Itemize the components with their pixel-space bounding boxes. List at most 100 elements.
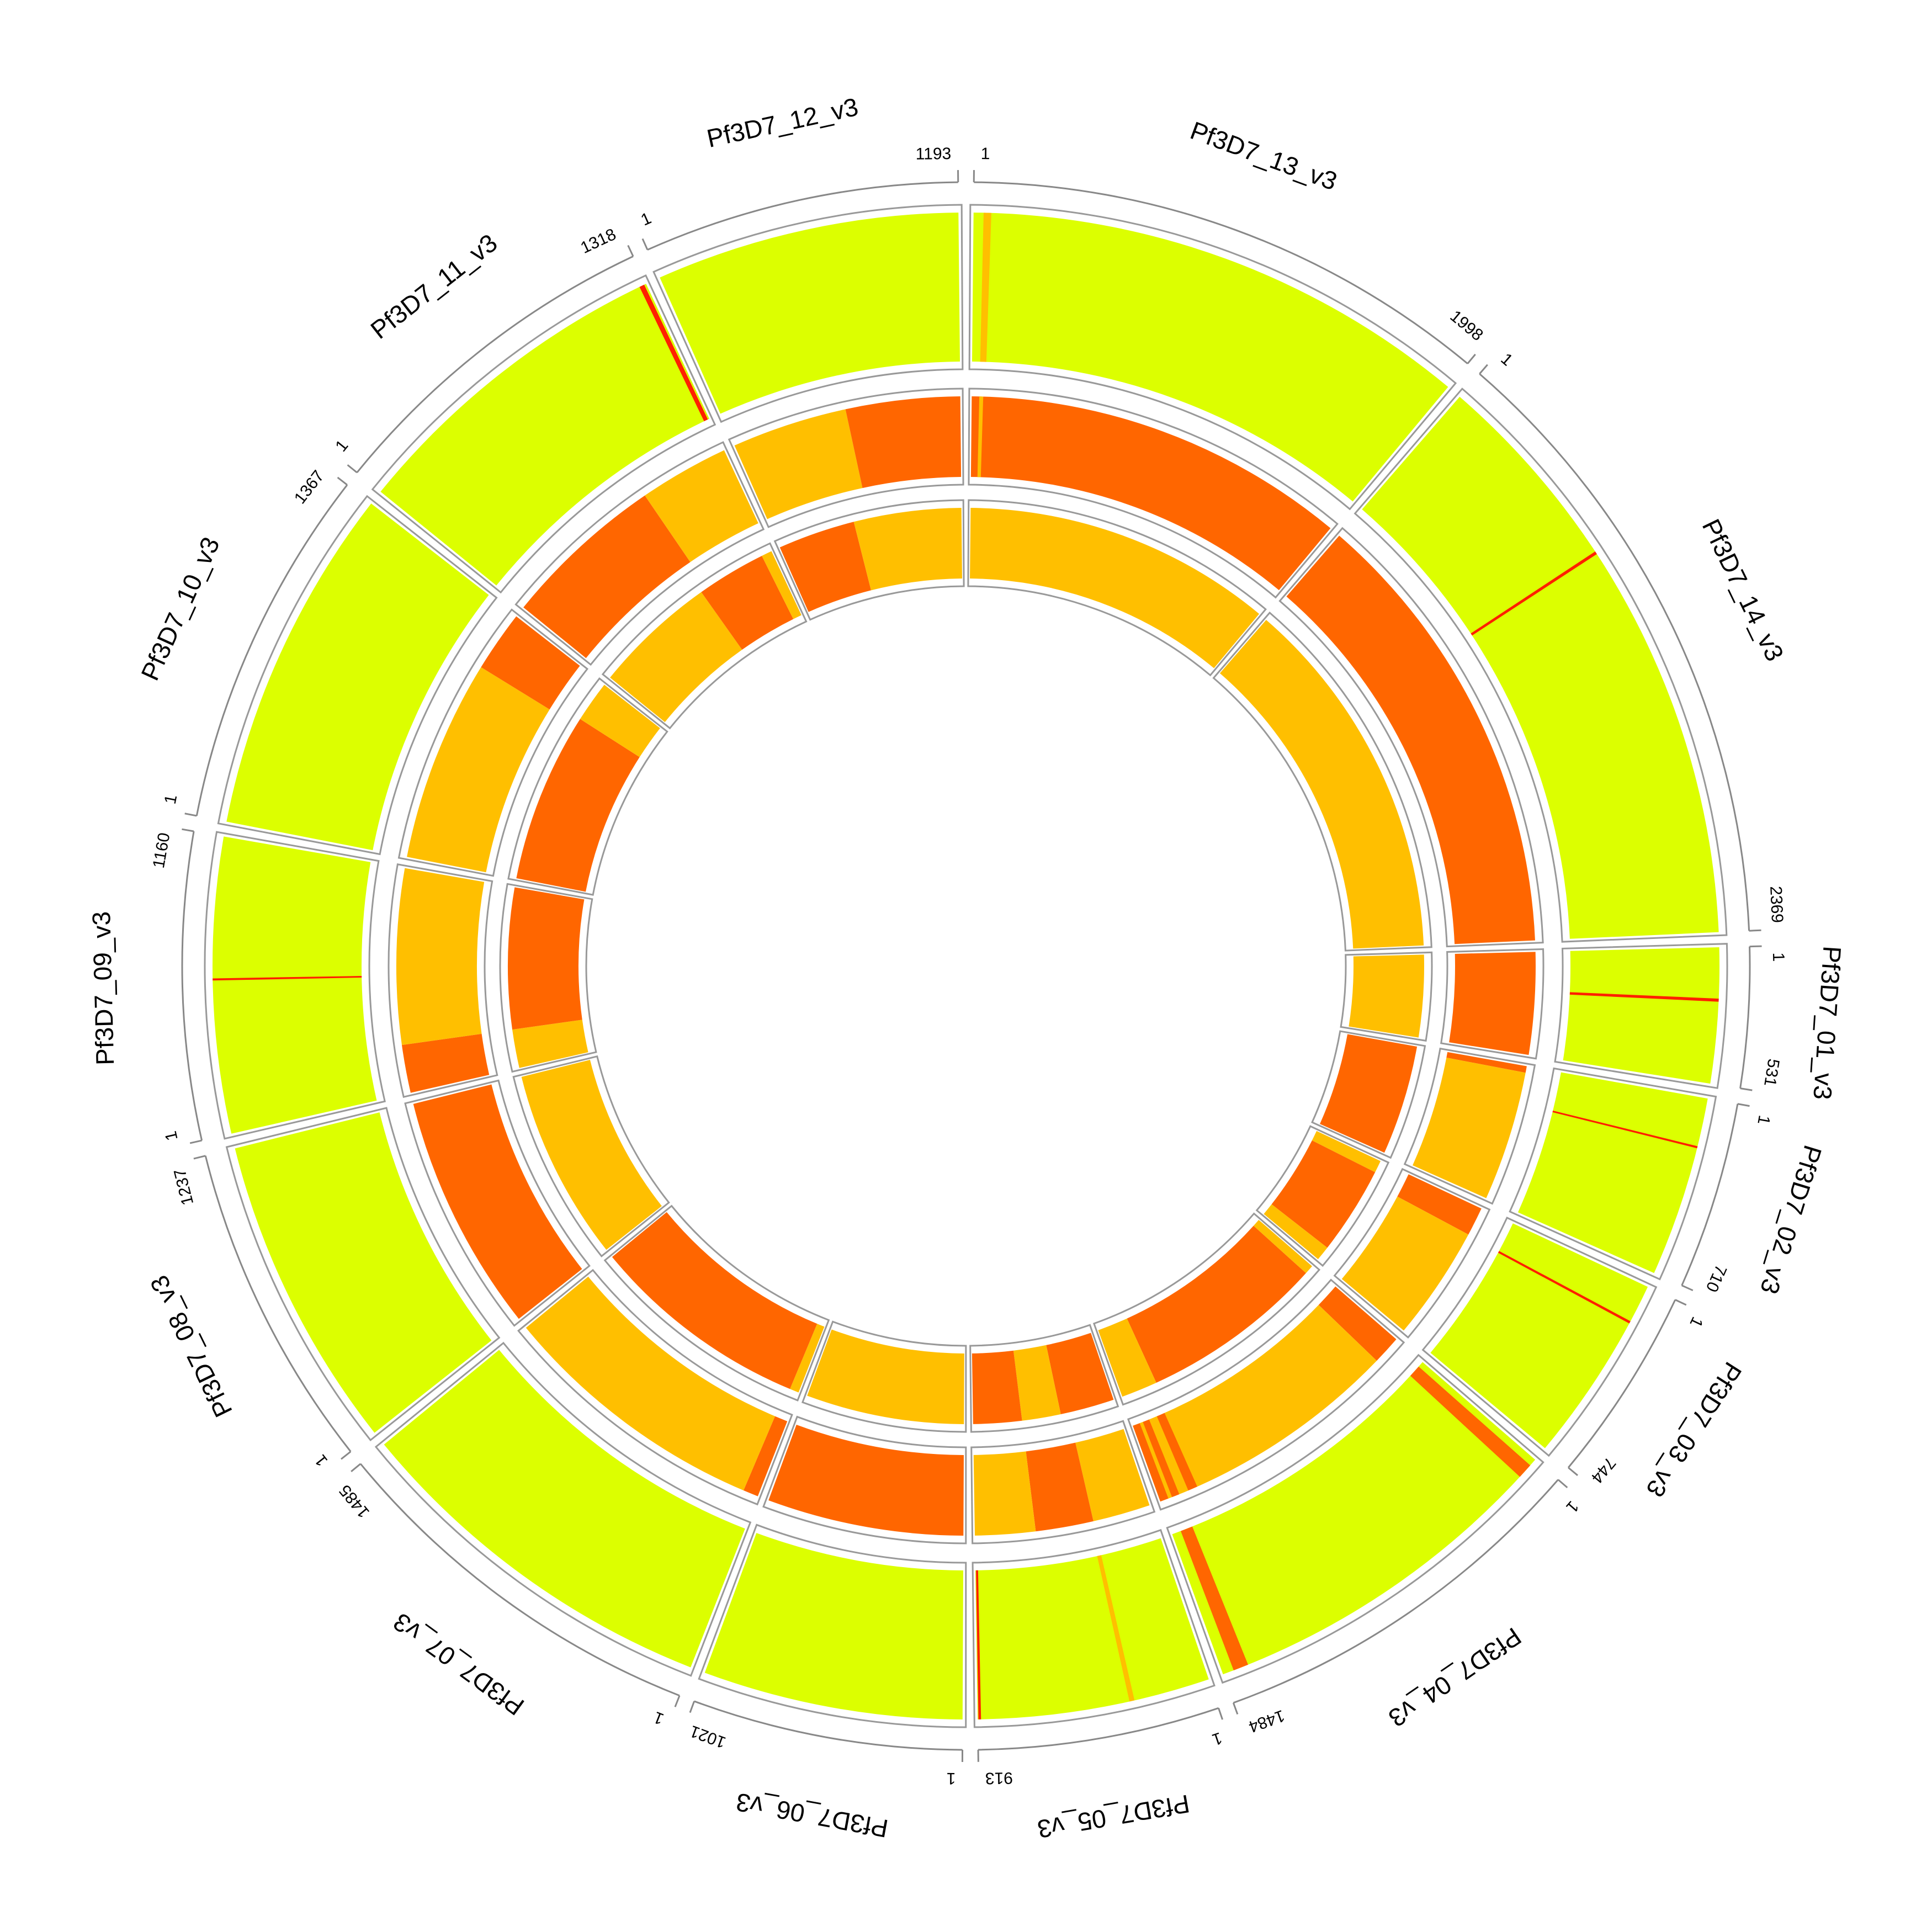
chromosome-name: Pf3D7_05_v3 [1036,1789,1192,1844]
tick-label: 1 [332,437,352,455]
axis-tick [1749,929,1761,932]
track-block [704,1533,964,1719]
track-block [972,213,1448,502]
track-block [975,1538,1209,1719]
track-block [1180,1526,1249,1670]
track-block [970,508,1260,668]
chromosome-name: Pf3D7_04_v3 [1383,1622,1526,1733]
track-block [980,213,991,362]
track-block [734,409,863,519]
track-block [1286,535,1535,944]
track-block [1449,952,1536,1055]
track-block [645,450,758,562]
chromosome-name: Pf3D7_11_v3 [365,228,503,344]
tick-label: 1193 [916,145,952,163]
tick-label: 1 [1497,350,1516,370]
tick-label: 1160 [150,831,174,869]
track-block [977,396,984,477]
axis-tick [347,464,358,474]
chromosome-name: Pf3D7_06_v3 [734,1787,890,1843]
track-block [1156,1413,1197,1491]
track-block [508,887,585,1030]
axis-arc [1739,946,1751,1089]
track-block [401,1033,490,1093]
tick-label: 1 [651,1708,666,1728]
track-block [1410,1366,1531,1477]
track-block [481,616,580,710]
tick-label: 710 [1702,1262,1731,1294]
chromosome-name: Pf3D7_10_v3 [135,533,225,684]
tick-label: 2369 [1766,885,1786,923]
tick-label: 1 [981,145,990,163]
tick-label: 1367 [291,467,328,507]
track-block [1569,992,1719,1002]
axis-arc [1233,1479,1559,1704]
track-block [610,592,742,723]
tick-label: 1 [1769,952,1787,962]
axis-tick [1479,364,1488,375]
tick-label: 744 [1588,1453,1619,1487]
tick-label: 1484 [1246,1706,1287,1736]
track-block [413,1084,582,1319]
axis-tick [627,245,634,257]
tick-label: 1 [161,793,181,806]
tick-label: 1237 [171,1167,197,1207]
axis-tick [337,476,348,486]
chromosome-name: Pf3D7_09_v3 [87,911,119,1065]
axis-tick [351,1463,362,1472]
axis-arc [974,181,1468,364]
track-block [768,1425,964,1536]
track-block [976,1570,981,1719]
track-block [1349,954,1424,1038]
track-block [1264,1204,1328,1260]
track-block [1446,1052,1527,1073]
track-block [1517,1072,1708,1273]
track-block [612,1212,818,1389]
track-block [660,213,960,414]
track-block [1341,1196,1469,1331]
tick-label: 1 [1754,1114,1773,1126]
track-block [1026,1442,1094,1532]
chromosome-name: Pf3D7_13_v3 [1187,116,1341,196]
track-block [1563,947,1719,1084]
tick-label: 1318 [578,225,619,257]
track-block [516,719,640,892]
track-block [521,1059,662,1250]
tick-label: 1 [1686,1314,1706,1330]
axis-arc [1479,373,1750,931]
chromosome-name: Pf3D7_07_v3 [388,1607,529,1721]
axis-tick [1675,1299,1687,1306]
tick-label: 913 [985,1769,1013,1787]
axis-tick [1740,1087,1753,1091]
tick-label: 1 [638,209,654,230]
axis-tick [1737,1103,1750,1107]
track-block [1075,1429,1150,1521]
track-block [1133,1423,1169,1502]
track-block [973,1451,1036,1536]
track-block [526,1276,775,1491]
track-block [762,551,802,619]
track-block [1133,1304,1377,1502]
track-block [580,684,660,757]
track-block [1552,1110,1698,1149]
tick-label: 1485 [336,1481,373,1521]
track-block [213,836,377,1134]
track-block [1127,1225,1306,1383]
track-block [407,667,550,873]
axis-arc [356,256,634,474]
track-block [523,495,691,659]
track-block [1312,1130,1381,1172]
track-block [1471,551,1597,636]
axis-arc [694,1700,963,1751]
tick-label: 1 [162,1129,182,1143]
track-block [1219,619,1424,949]
track-block [1320,1034,1418,1153]
axis-tick [1557,1479,1568,1489]
track-block [1413,1057,1526,1198]
track-block [380,284,710,586]
axis-arc [359,1463,680,1697]
tick-label: 1021 [687,1722,728,1751]
track-block [1013,1345,1061,1421]
track-block [1253,1219,1312,1273]
track-block [972,1350,1022,1424]
